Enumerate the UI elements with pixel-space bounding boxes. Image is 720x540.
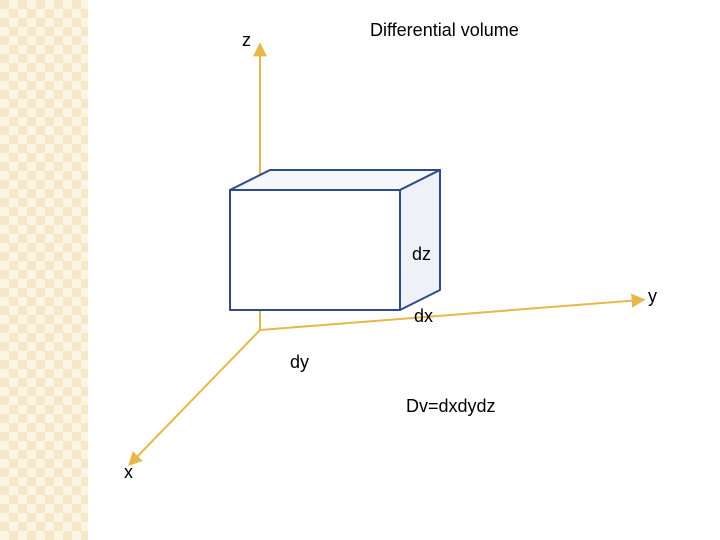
formula-text: Dv=dxdydz: [406, 396, 496, 417]
title-text: Differential volume: [370, 20, 519, 41]
axis-label-z: z: [242, 30, 251, 51]
dim-label-dz: dz: [412, 244, 431, 265]
axis-label-y: y: [648, 286, 657, 307]
dim-label-dx: dx: [414, 306, 433, 327]
axis-label-x: x: [124, 462, 133, 483]
cube-group: [230, 170, 440, 310]
cube-front-face: [230, 190, 400, 310]
slide-stage: Differential volume z y x dz dx dy Dv=dx…: [0, 0, 720, 540]
diagram-svg: [0, 0, 720, 540]
axis-x: [132, 330, 260, 462]
dim-label-dy: dy: [290, 352, 309, 373]
cube-right-face: [400, 170, 440, 310]
